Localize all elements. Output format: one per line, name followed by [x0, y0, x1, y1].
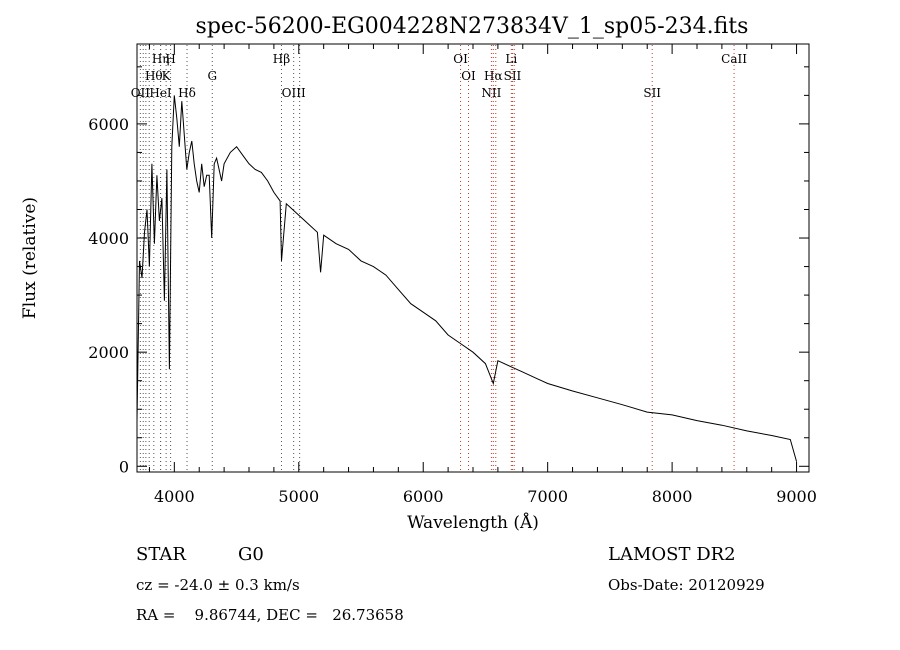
line-label: Hα	[484, 69, 503, 83]
line-label: H	[165, 52, 175, 66]
spectrum-line	[136, 95, 798, 462]
redshift-cz: cz = -24.0 ± 0.3 km/s	[136, 576, 300, 594]
y-tick-label: 4000	[88, 229, 129, 248]
line-label: OI	[461, 69, 476, 83]
y-axis-label: Flux (relative)	[20, 197, 40, 319]
plot-frame	[136, 43, 810, 473]
y-tick-label: 0	[119, 457, 129, 476]
spectral-line-markers	[139, 45, 735, 471]
line-label: G	[207, 69, 217, 83]
line-label: OIII	[282, 86, 306, 100]
line-label: SII	[643, 86, 661, 100]
object-class: STAR	[136, 544, 186, 565]
x-tick-label: 7000	[527, 487, 568, 506]
line-label: Hθ	[145, 69, 163, 83]
x-axis-label: Wavelength (Å)	[407, 512, 539, 533]
y-tick-label: 2000	[88, 343, 129, 362]
observation-date: Obs-Date: 20120929	[608, 576, 765, 594]
line-label: SII	[504, 69, 522, 83]
coordinates: RA = 9.86744, DEC = 26.73658	[136, 606, 404, 624]
x-tick-label: 5000	[278, 487, 319, 506]
x-tick-label: 4000	[154, 487, 195, 506]
y-tick-label: 6000	[88, 115, 129, 134]
object-subclass: G0	[238, 544, 264, 565]
line-label: Hβ	[273, 52, 290, 66]
survey-name: LAMOST DR2	[608, 544, 736, 565]
line-label: Li	[505, 52, 517, 66]
line-label: OII	[131, 86, 151, 100]
y-axis-ticks: 0 2000 4000 6000	[88, 66, 809, 476]
line-label: Hδ	[178, 86, 196, 100]
x-tick-label: 8000	[652, 487, 693, 506]
line-label: OI	[453, 52, 468, 66]
line-label: Hη	[152, 52, 170, 66]
x-axis-ticks: 4000 5000 6000 7000 8000 9000	[148, 44, 817, 506]
line-label: K	[162, 69, 172, 83]
x-tick-label: 9000	[776, 487, 817, 506]
chart-title: spec-56200-EG004228N273834V_1_sp05-234.f…	[196, 14, 749, 39]
line-label: HeI	[149, 86, 172, 100]
line-label: CaII	[721, 52, 747, 66]
line-label: NII	[481, 86, 501, 100]
x-tick-label: 6000	[403, 487, 444, 506]
